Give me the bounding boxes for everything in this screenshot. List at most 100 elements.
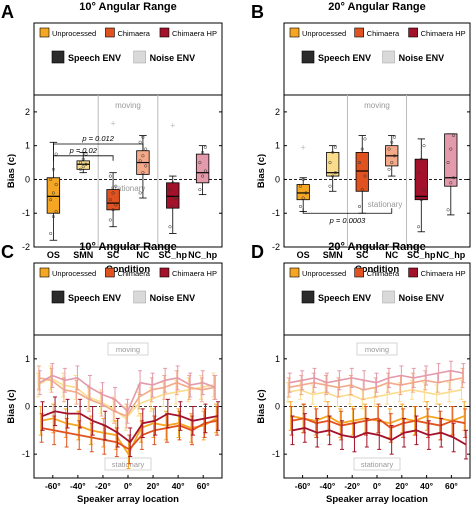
y-axis-label: Bias (c) — [256, 389, 267, 423]
data-point — [451, 176, 456, 180]
legend-swatch-chimaera-hp — [159, 27, 170, 38]
x-tick-label: -60° — [45, 481, 61, 491]
box-nc-hp — [444, 133, 458, 216]
legend-swatch-chimaera — [105, 267, 115, 278]
outlier-marker: + — [170, 120, 175, 130]
series-speech-chimaera — [289, 403, 468, 443]
data-point — [111, 191, 115, 195]
legend-swatch-chimaera-hp — [408, 267, 418, 278]
data-point — [363, 174, 367, 178]
data-point — [328, 184, 332, 188]
data-point — [301, 177, 305, 181]
y-tick-label: -1 — [22, 208, 30, 218]
data-point — [419, 157, 423, 161]
box-sc — [355, 135, 369, 214]
data-point — [328, 161, 332, 165]
x-tick-label: SC — [356, 250, 369, 260]
region-label-text: moving — [116, 345, 140, 354]
data-point — [108, 174, 112, 178]
y-tick-label: -2 — [272, 242, 280, 252]
data-point — [111, 208, 115, 212]
data-point — [51, 167, 55, 171]
y-tick-label: -1 — [22, 449, 30, 459]
data-point — [298, 204, 303, 209]
data-point — [203, 145, 207, 149]
legend-label-unprocessed: Unprocessed — [52, 269, 96, 278]
legend-swatch-speech-env — [51, 50, 65, 64]
box-body — [46, 177, 61, 214]
x-tick-label: -40° — [320, 481, 336, 491]
panel-letter: C — [1, 242, 14, 262]
data-point — [171, 204, 175, 209]
y-tick-label: 2 — [25, 107, 30, 117]
y-tick-label: 0 — [275, 402, 280, 412]
series-speech-chimaera-hp — [290, 413, 469, 460]
data-point — [108, 198, 112, 202]
legend-label-noise-env: Noise ENV — [399, 53, 445, 63]
data-point — [331, 174, 335, 178]
region-label-text: stationary — [361, 460, 394, 469]
box-nc — [136, 135, 150, 199]
box-sc-hp: + — [166, 120, 180, 234]
legend-swatch-unprocessed — [289, 27, 300, 38]
x-tick-label: -20° — [344, 481, 360, 491]
data-point — [301, 196, 305, 200]
legend-label-chimaera-hp: Chimaera HP — [172, 269, 217, 278]
data-point — [333, 145, 337, 149]
data-point — [390, 161, 394, 165]
legend-swatch-chimaera — [105, 27, 115, 38]
series-noise-chimaera — [36, 365, 217, 429]
box-sc-hp — [414, 138, 428, 233]
legend-swatch-unprocessed — [39, 267, 50, 278]
data-point — [331, 150, 335, 154]
box-smn — [76, 152, 90, 174]
x-tick-label: NC — [136, 250, 149, 260]
data-point — [138, 191, 142, 195]
data-point — [446, 161, 450, 165]
legend-label-chimaera: Chimaera — [117, 269, 150, 278]
data-point — [446, 208, 450, 212]
data-point — [81, 157, 85, 161]
data-point — [451, 133, 456, 138]
data-point — [51, 215, 55, 219]
panel-title: 10° Angular Range — [79, 241, 177, 253]
y-axis-label: Bias (c) — [6, 154, 17, 188]
x-tick-label: OS — [297, 250, 310, 260]
x-tick-label: SMN — [73, 250, 93, 260]
legend-swatch-chimaera — [354, 27, 364, 38]
data-point — [201, 174, 205, 178]
data-point — [138, 140, 142, 144]
box-smn — [326, 145, 340, 192]
region-label-box — [353, 457, 401, 471]
region-label-box — [356, 342, 398, 356]
panel-letter: D — [251, 242, 264, 262]
region-label-moving: moving — [115, 101, 141, 110]
legend-label-chimaera: Chimaera — [117, 29, 150, 38]
data-point — [138, 159, 142, 163]
legend-label-chimaera: Chimaera — [367, 29, 400, 38]
significance-bracket — [52, 155, 114, 161]
data-point — [141, 154, 145, 158]
legend-label-chimaera: Chimaera — [367, 269, 400, 278]
legend-label-speech-env: Speech ENV — [68, 293, 121, 303]
data-point — [387, 167, 391, 171]
data-point — [49, 231, 53, 236]
x-tick-label: -60° — [295, 481, 311, 491]
data-point — [54, 152, 58, 156]
x-tick-label: 0° — [373, 481, 382, 491]
data-point — [419, 198, 423, 202]
legend-label-chimaera-hp: Chimaera HP — [172, 29, 217, 38]
legend-swatch-unprocessed — [39, 27, 50, 38]
legend-swatch-noise-env — [382, 290, 395, 304]
legend-swatch-chimaera-hp — [408, 27, 418, 38]
box-body — [296, 184, 310, 201]
p-value-label: p = 0.0003 — [329, 216, 366, 225]
data-point — [168, 225, 172, 229]
box-os: + — [296, 142, 310, 212]
data-point — [51, 191, 55, 195]
panel-title: 20° Angular Range — [328, 1, 426, 13]
legend-label-noise-env: Noise ENV — [399, 293, 445, 303]
y-tick-label: 1 — [275, 141, 280, 151]
region-label-stationary: stationary — [353, 457, 401, 471]
